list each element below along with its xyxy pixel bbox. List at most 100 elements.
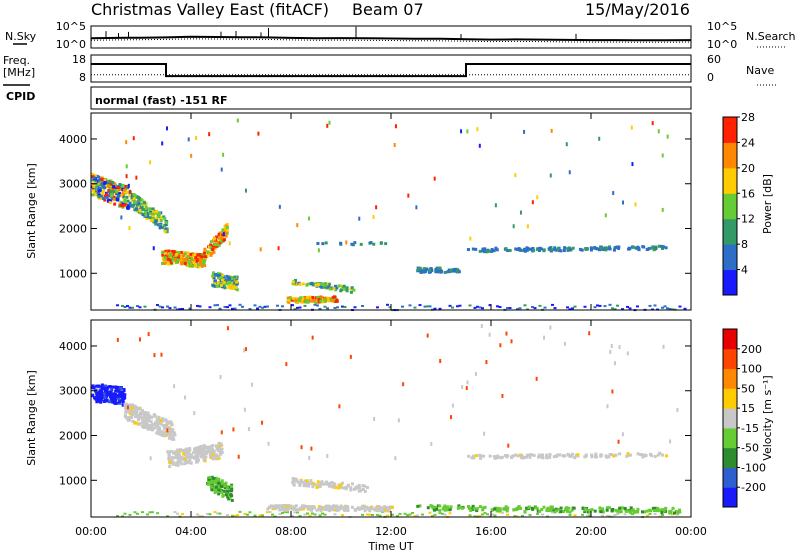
scatter-cell	[402, 382, 405, 387]
scatter-cell	[102, 197, 106, 201]
scatter-cell	[162, 215, 166, 219]
scatter-cell	[676, 511, 680, 515]
scatter-cell	[528, 513, 532, 516]
freq-line	[91, 63, 691, 78]
colorbar-tick-label: 15	[741, 402, 755, 415]
xaxis-label: Time UT	[367, 540, 413, 553]
scatter-cell	[121, 194, 125, 198]
scatter-cell	[196, 453, 200, 457]
scatter-cell	[93, 185, 97, 189]
scatter-cell	[218, 512, 222, 515]
scatter-cell	[568, 247, 572, 251]
scatter-cell	[170, 456, 174, 460]
power-frame	[90, 112, 692, 311]
scatter-cell	[181, 256, 185, 260]
scatter-cell	[661, 514, 664, 517]
scatter-cell	[123, 305, 127, 308]
scatter-cell	[132, 199, 136, 203]
scatter-cell	[311, 299, 315, 303]
scatter-cell	[275, 506, 279, 510]
scatter-cell	[557, 508, 561, 512]
scatter-cell	[236, 118, 239, 123]
colorbar-swatch	[723, 427, 737, 449]
scatter-cell	[291, 280, 295, 284]
scatter-cell	[531, 200, 534, 205]
scatter-cell	[292, 482, 296, 486]
scatter-cell	[217, 488, 221, 492]
scatter-cell	[645, 509, 649, 513]
power-cells	[91, 118, 687, 312]
scatter-cell	[493, 456, 497, 460]
scatter-cell	[128, 306, 132, 309]
scatter-cell	[123, 199, 127, 203]
scatter-cell	[377, 505, 381, 509]
scatter-cell	[130, 196, 134, 200]
scatter-cell	[142, 421, 146, 425]
scatter-cell	[158, 305, 162, 308]
scatter-cell	[258, 514, 262, 517]
scatter-cell	[319, 482, 323, 486]
scatter-cell	[419, 268, 423, 272]
scatter-cell	[154, 421, 158, 425]
scatter-cell	[169, 421, 173, 425]
scatter-cell	[145, 216, 149, 220]
scatter-cell	[363, 509, 367, 513]
scatter-cell	[495, 456, 499, 460]
scatter-cell	[253, 304, 257, 307]
scatter-cell	[225, 225, 229, 229]
scatter-cell	[608, 303, 612, 306]
scatter-cell	[623, 513, 627, 516]
scatter-cell	[506, 506, 510, 510]
scatter-cell	[112, 190, 116, 194]
scatter-cell	[660, 244, 664, 248]
scatter-cell	[151, 511, 154, 514]
scatter-cell	[548, 509, 552, 513]
scatter-cell	[163, 217, 167, 221]
scatter-cell	[559, 510, 563, 514]
colorbar-swatch	[723, 388, 737, 409]
scatter-cell	[313, 303, 317, 306]
scatter-cell	[343, 508, 347, 512]
scatter-cell	[93, 174, 97, 178]
colorbar-tick-label: 12	[741, 213, 755, 226]
scatter-cell	[656, 453, 660, 457]
scatter-cell	[220, 481, 224, 485]
colorbar-swatch	[723, 447, 737, 468]
scatter-cell	[306, 295, 310, 299]
scatter-cell	[299, 479, 303, 483]
scatter-cell	[117, 399, 121, 403]
scatter-cell	[458, 304, 462, 307]
scatter-cell	[295, 508, 299, 512]
colorbar-tick-label: -200	[741, 481, 766, 494]
scatter-cell	[581, 513, 584, 516]
scatter-cell	[193, 456, 197, 460]
scatter-cell	[245, 347, 248, 352]
scatter-cell	[152, 423, 156, 427]
scatter-cell	[281, 504, 285, 508]
scatter-cell	[408, 513, 412, 516]
scatter-cell	[644, 454, 648, 458]
scatter-cell	[378, 514, 382, 517]
scatter-cell	[319, 282, 323, 286]
scatter-cell	[665, 454, 669, 458]
scatter-cell	[178, 308, 182, 311]
scatter-cell	[261, 420, 264, 425]
scatter-cell	[214, 244, 218, 248]
scatter-cell	[211, 452, 215, 456]
scatter-cell	[672, 511, 676, 515]
scatter-cell	[326, 307, 329, 310]
scatter-cell	[508, 248, 512, 252]
scatter-cell	[160, 433, 164, 437]
scatter-cell	[230, 498, 234, 502]
scatter-cell	[148, 216, 152, 220]
scatter-cell	[205, 451, 209, 455]
scatter-cell	[190, 257, 194, 261]
scatter-cell	[483, 247, 487, 251]
scatter-cell	[161, 141, 164, 146]
scatter-cell	[106, 199, 110, 203]
scatter-cell	[548, 453, 552, 457]
scatter-cell	[631, 513, 634, 516]
scatter-cell	[169, 252, 173, 256]
scatter-cell	[301, 480, 305, 484]
scatter-cell	[191, 253, 195, 257]
